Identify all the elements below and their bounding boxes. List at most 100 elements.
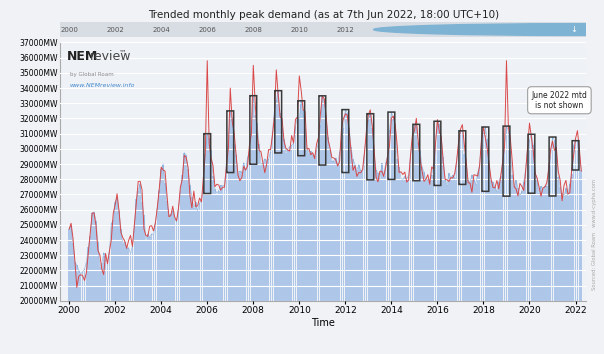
Bar [565,188,567,354]
Bar [423,172,425,354]
Bar [303,110,304,354]
Bar [507,131,509,354]
Bar [86,262,87,354]
Bar [352,159,354,354]
Bar [341,142,342,354]
Bar [550,156,551,354]
Bar [483,133,484,354]
Bar [458,144,460,354]
Bar [225,161,227,354]
Bar [442,157,444,354]
Bar [354,165,356,354]
Bar [153,235,155,354]
Bar [538,193,540,354]
Bar [140,183,141,354]
Bar [293,143,294,354]
Bar [391,112,392,354]
Bar [477,173,478,354]
Bar [83,269,85,354]
Bar [116,198,118,354]
Bar [544,187,545,354]
Bar [274,110,275,354]
Bar [381,163,383,354]
Bar [563,196,565,354]
Bar [416,124,417,354]
Bar [316,150,318,354]
Bar [249,150,250,354]
Bar [557,177,559,354]
Bar [431,175,432,354]
Bar [484,127,486,354]
Bar [496,191,498,354]
Bar [245,172,246,354]
Bar [243,163,245,354]
Bar [93,212,95,354]
Bar [425,181,427,354]
Bar [490,181,492,354]
Bar [473,179,475,354]
Bar [109,251,111,354]
Bar [155,223,156,354]
Bar [432,163,434,354]
Bar [580,170,582,354]
Bar [498,182,500,354]
Bar [168,215,170,354]
Bar [331,161,333,354]
Bar [465,164,467,354]
Bar [164,183,166,354]
Bar [214,189,216,354]
Bar [469,182,471,354]
Bar [156,207,158,354]
Bar [349,128,350,354]
Bar [262,163,264,354]
Bar [68,229,70,354]
Bar [388,130,390,354]
Bar [220,185,222,354]
Bar [494,188,496,354]
Bar [275,100,277,354]
Bar [297,116,298,354]
Bar [400,178,402,354]
Bar [310,152,312,354]
Bar [179,191,181,354]
Text: June 2022 mtd
is not shown: June 2022 mtd is not shown [532,91,587,110]
Bar [176,222,178,354]
Bar [80,274,82,354]
Bar [506,126,507,354]
Bar [252,96,254,354]
Bar [128,248,129,354]
Bar [452,175,454,354]
Bar [509,151,511,354]
Bar [185,155,187,354]
Bar [147,234,149,354]
Bar [151,234,152,354]
Bar [72,243,74,354]
Bar [295,126,297,354]
Bar [162,164,164,354]
Bar [191,197,193,354]
Bar [321,96,323,354]
Bar [456,161,457,354]
Bar [521,192,522,354]
Bar [571,174,573,354]
Bar [312,155,313,354]
Bar [339,152,341,354]
Bar [216,194,217,354]
Bar [569,184,571,354]
Bar [461,131,463,354]
Bar [396,159,398,354]
Bar [132,246,133,354]
Bar [446,185,448,354]
Bar [327,137,329,354]
Bar [195,202,196,354]
Bar [233,144,235,354]
Bar [197,211,199,354]
Bar [492,182,494,354]
Bar [101,263,103,354]
Bar [358,165,359,354]
Bar [333,161,335,354]
Bar [158,190,160,354]
Bar [383,177,385,354]
Bar [440,137,442,354]
Bar [230,111,231,354]
